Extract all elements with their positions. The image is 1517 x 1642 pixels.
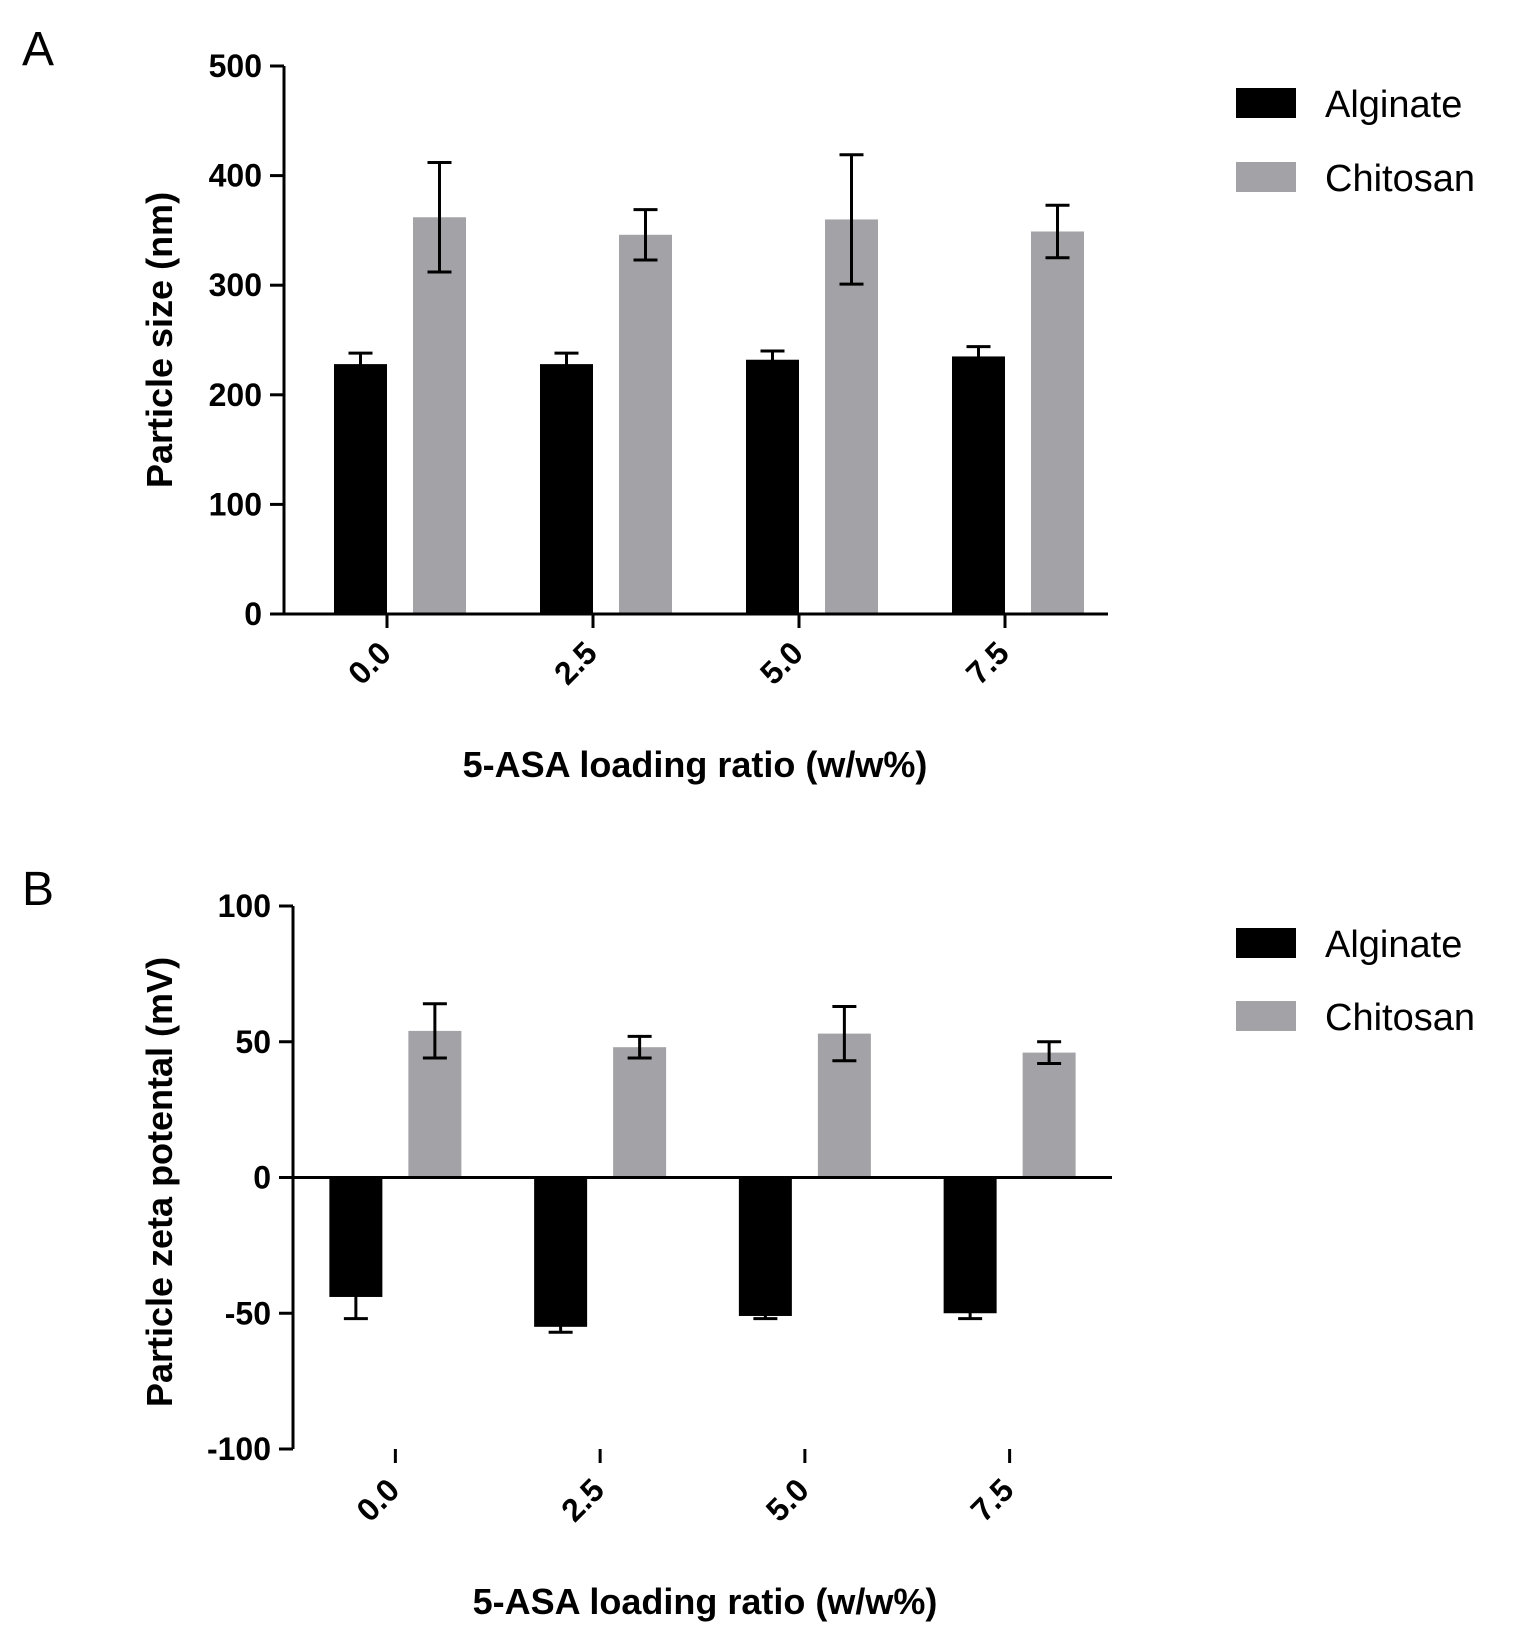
bar-alginate-a-3 xyxy=(952,356,1005,614)
chart-panel-b: B 100 50 0 -50 -100 0.0 2.5 5.0 7.5 Particle zet… xyxy=(22,863,1475,1622)
bar-chitosan-b-1 xyxy=(613,1047,667,1178)
x-tick-label-b-3: 7.5 xyxy=(964,1471,1021,1528)
y-tick-label-a-0: 500 xyxy=(209,48,262,84)
chart-panel-a: A 500 400 300 200 100 0 0.0 2.5 5.0 7.5 Particle … xyxy=(22,23,1475,785)
bar-chitosan-a-1 xyxy=(619,234,672,614)
x-tick-label-a-1: 2.5 xyxy=(547,634,604,691)
bar-chitosan-a-0 xyxy=(413,217,466,615)
x-axis-title-a: 5-ASA loading ratio (w/w%) xyxy=(463,744,928,785)
plot-area-b: 100 50 0 -50 -100 0.0 2.5 5.0 7.5 xyxy=(207,888,1112,1528)
legend-swatch-alginate-a xyxy=(1236,88,1296,118)
legend-swatch-alginate-b xyxy=(1236,928,1296,958)
y-tick-label-b-0: 100 xyxy=(218,888,271,924)
y-tick-label-a-3: 200 xyxy=(209,377,262,413)
y-tick-label-b-1: 50 xyxy=(235,1024,271,1060)
bar-alginate-a-0 xyxy=(334,364,387,614)
x-axis-title-b: 5-ASA loading ratio (w/w%) xyxy=(473,1581,938,1622)
y-tick-label-a-2: 300 xyxy=(209,267,262,303)
y-tick-label-a-1: 400 xyxy=(209,158,262,194)
panel-letter-a: A xyxy=(22,23,54,76)
y-tick-label-b-2: 0 xyxy=(253,1160,271,1196)
legend-a: Alginate Chitosan xyxy=(1236,84,1475,200)
bar-chitosan-a-3 xyxy=(1031,231,1084,614)
legend-label-chitosan-a: Chitosan xyxy=(1325,158,1475,200)
x-tick-label-a-2: 5.0 xyxy=(753,634,810,691)
y-tick-label-a-4: 100 xyxy=(209,486,262,522)
y-axis-title-b: Particle zeta potental (mV) xyxy=(139,957,180,1407)
bar-alginate-b-2 xyxy=(738,1177,792,1316)
plot-area-a: 500 400 300 200 100 0 0.0 2.5 5.0 7.5 xyxy=(209,48,1108,691)
bar-chitosan-b-3 xyxy=(1022,1052,1076,1178)
x-tick-label-b-0: 0.0 xyxy=(349,1471,406,1528)
x-tick-label-a-3: 7.5 xyxy=(959,634,1016,691)
legend-label-alginate-a: Alginate xyxy=(1325,84,1462,126)
y-tick-label-b-4: -100 xyxy=(207,1431,271,1467)
legend-swatch-chitosan-a xyxy=(1236,162,1296,192)
x-tick-label-a-0: 0.0 xyxy=(341,634,398,691)
bar-alginate-b-3 xyxy=(943,1177,997,1314)
legend-label-alginate-b: Alginate xyxy=(1325,924,1462,966)
y-tick-label-b-3: -50 xyxy=(225,1295,271,1331)
legend-b: Alginate Chitosan xyxy=(1236,924,1475,1039)
bar-alginate-b-1 xyxy=(534,1177,588,1327)
legend-label-chitosan-b: Chitosan xyxy=(1325,997,1475,1039)
bar-alginate-a-2 xyxy=(746,359,799,614)
y-axis-title-a: Particle size (nm) xyxy=(139,192,180,488)
x-tick-label-b-1: 2.5 xyxy=(554,1471,611,1528)
legend-swatch-chitosan-b xyxy=(1236,1001,1296,1031)
x-tick-label-b-2: 5.0 xyxy=(759,1471,816,1528)
bar-alginate-a-1 xyxy=(540,364,593,614)
y-tick-label-a-5: 0 xyxy=(244,596,262,632)
panel-letter-b: B xyxy=(22,863,54,916)
